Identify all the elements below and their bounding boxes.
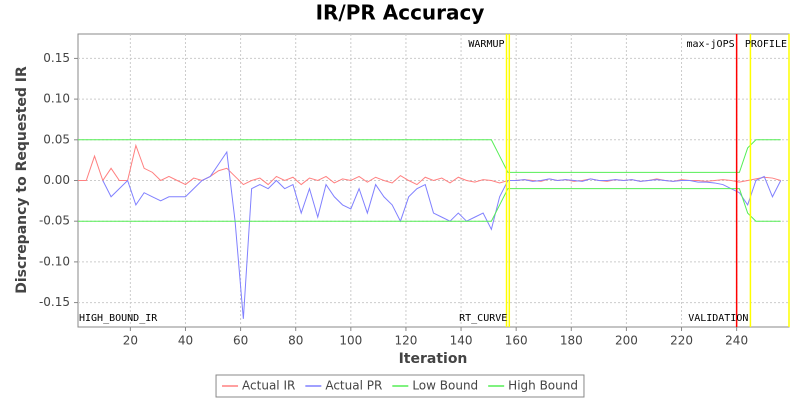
x-tick-label: 60: [233, 334, 248, 348]
x-tick-label: 80: [288, 334, 303, 348]
marker-label: RT_CURVE: [459, 313, 507, 324]
x-tick-label: 200: [615, 334, 638, 348]
y-tick-label: -0.10: [39, 254, 70, 268]
legend-label: Actual PR: [325, 379, 382, 393]
x-tick-label: 240: [725, 334, 748, 348]
marker-label: PROFILE: [745, 39, 787, 50]
x-tick-label: 40: [178, 334, 193, 348]
x-tick-label: 100: [339, 334, 362, 348]
y-tick-label: 0.15: [43, 51, 70, 65]
legend-label: Low Bound: [412, 379, 478, 393]
chart-title: IR/PR Accuracy: [316, 1, 485, 25]
legend-label: High Bound: [508, 379, 578, 393]
y-tick-label: -0.15: [39, 295, 70, 309]
x-tick-label: 20: [123, 334, 138, 348]
x-tick-label: 220: [670, 334, 693, 348]
x-tick-label: 140: [450, 334, 473, 348]
y-axis-label: Discrepancy to Requested IR: [14, 66, 30, 294]
series-line: [78, 188, 781, 222]
marker-label: max-jOPS: [686, 39, 734, 50]
marker-label: VALIDATION: [688, 313, 748, 324]
marker-label: WARMUP: [468, 39, 504, 50]
x-tick-label: 180: [560, 334, 583, 348]
y-tick-label: 0.10: [43, 92, 70, 106]
x-tick-label: 160: [505, 334, 528, 348]
y-tick-label: -0.05: [39, 214, 70, 228]
y-tick-label: 0.00: [43, 173, 70, 187]
series-line: [102, 150, 782, 319]
y-tick-label: 0.05: [43, 132, 70, 146]
series-line: [78, 139, 781, 173]
marker-label: HIGH_BOUND_IR: [79, 313, 158, 324]
legend-label: Actual IR: [242, 379, 295, 393]
legend: Actual IR Actual PR Low Bound High Bound: [215, 374, 585, 398]
x-axis-label: Iteration: [399, 351, 468, 367]
x-tick-label: 120: [394, 334, 417, 348]
